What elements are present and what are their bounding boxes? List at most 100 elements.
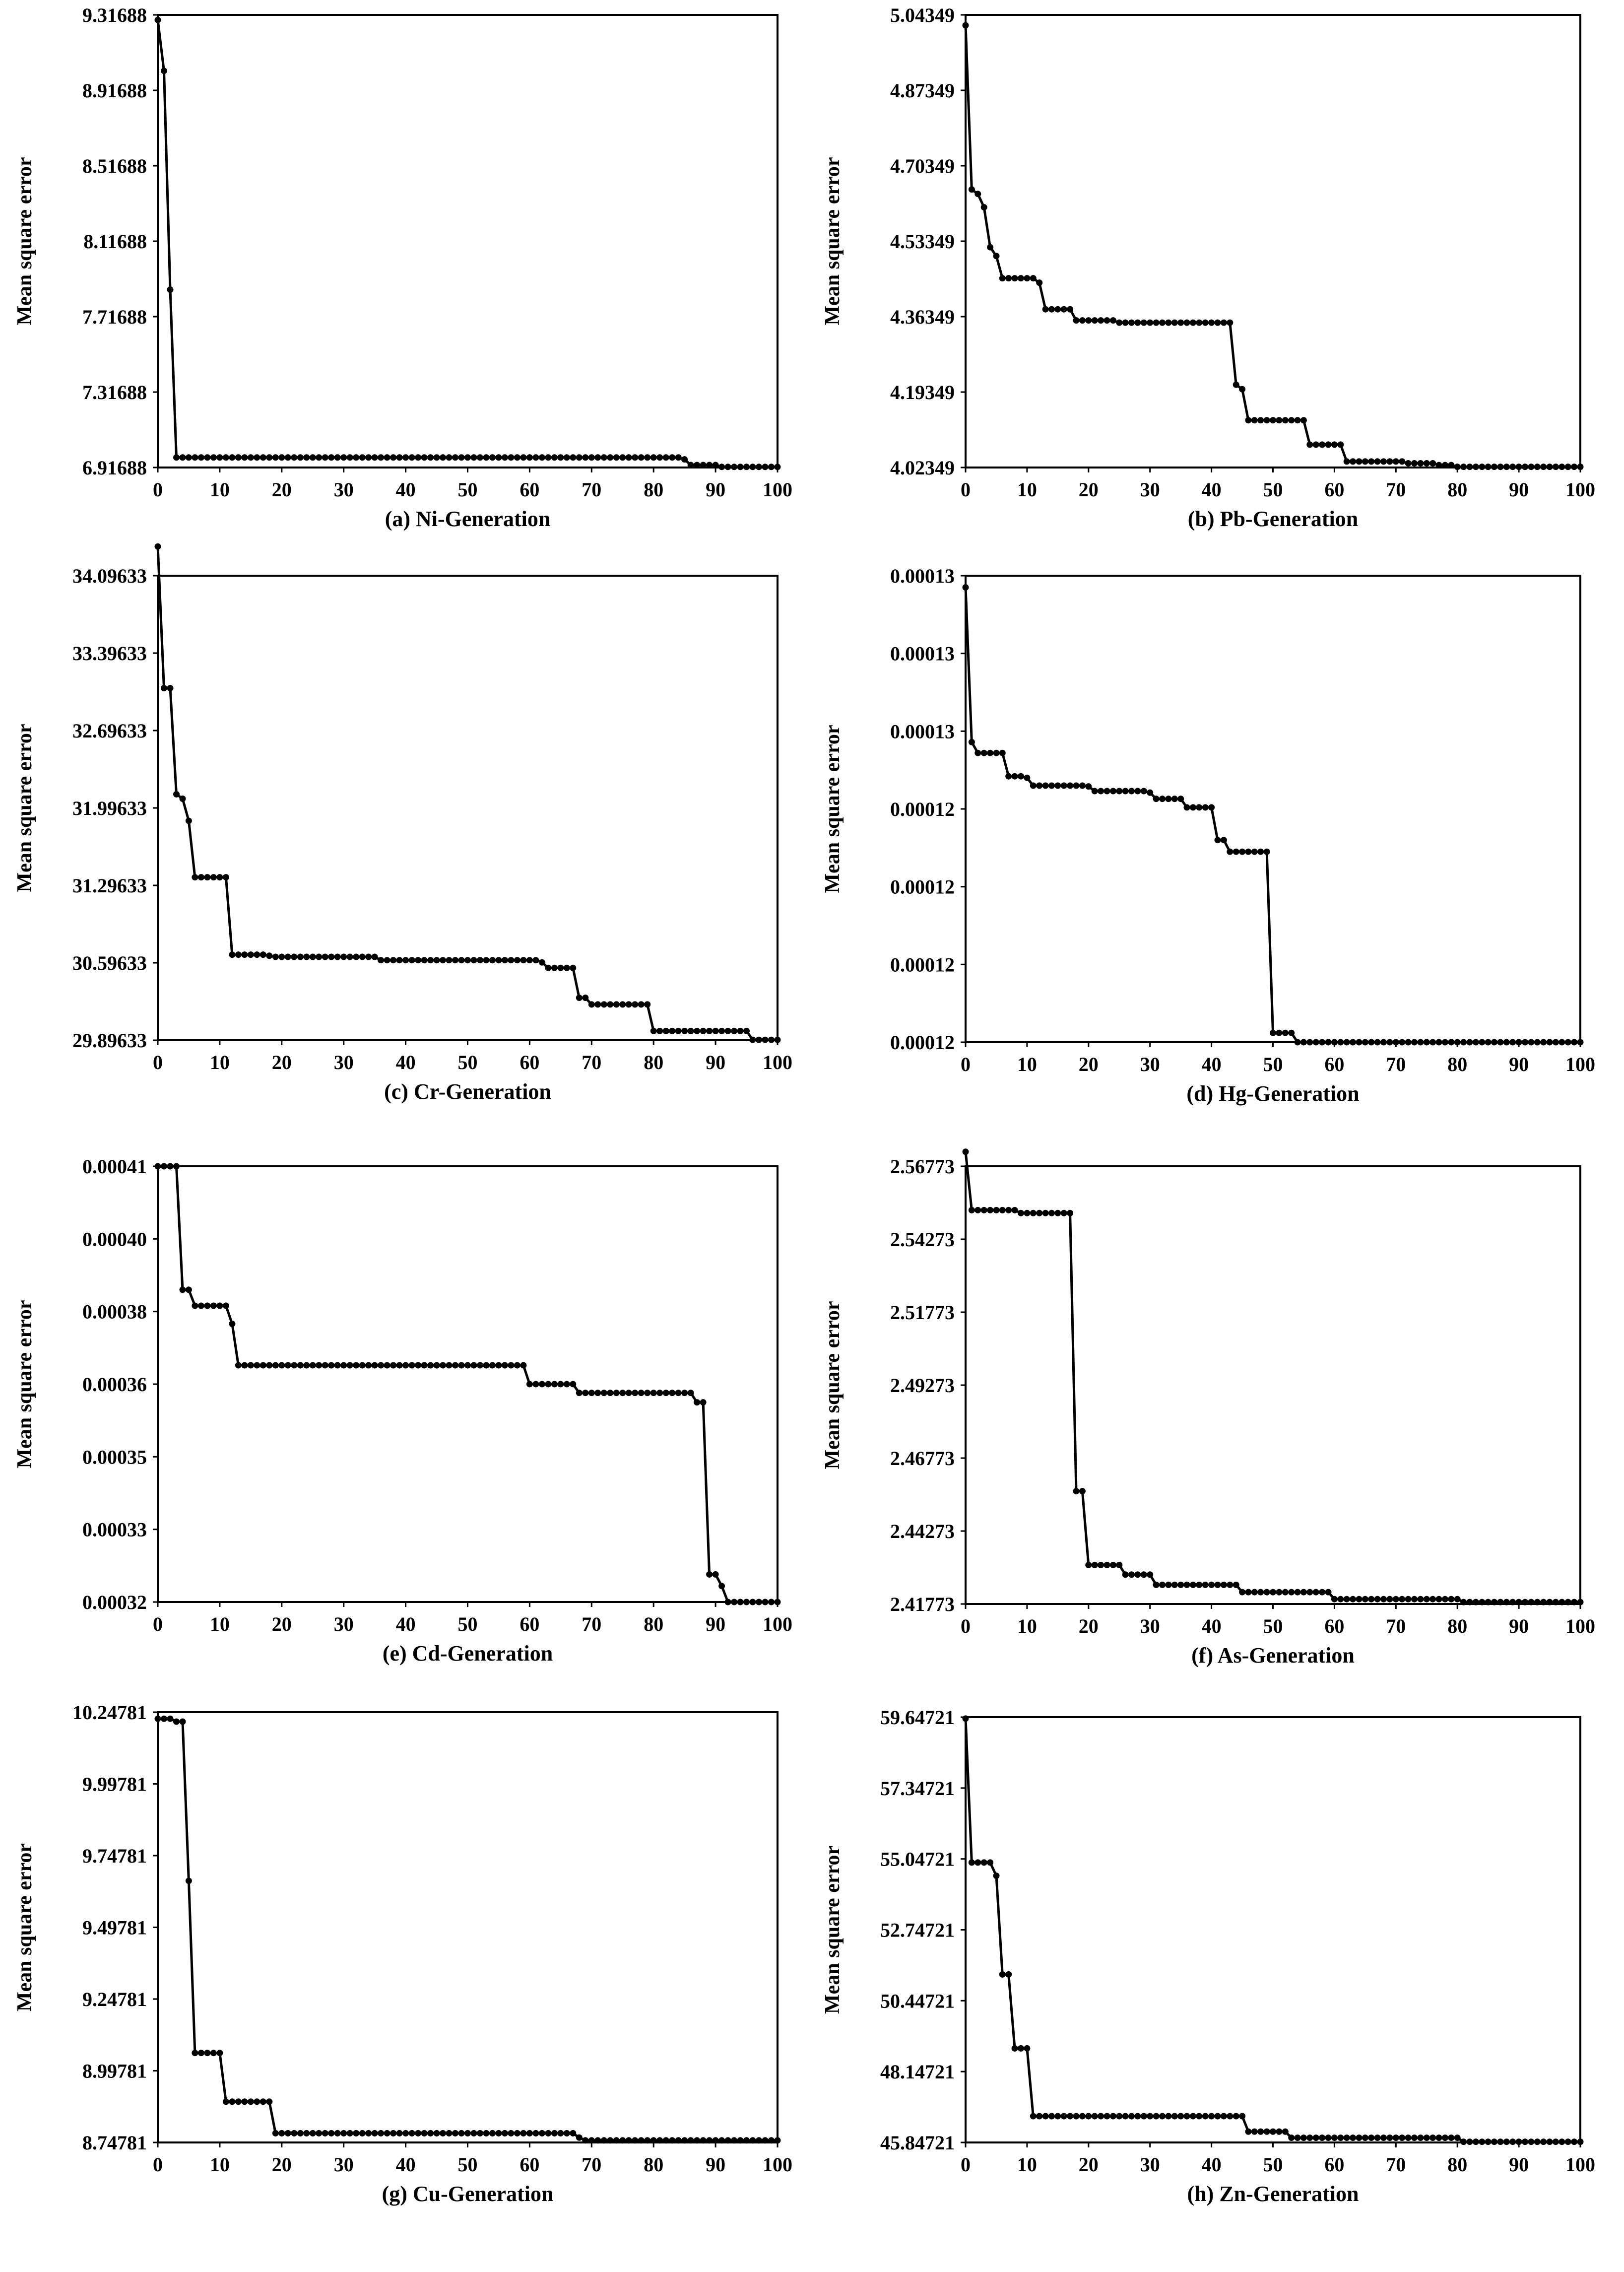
data-point [1515,1599,1522,1605]
data-point [999,275,1006,282]
data-point [197,1302,204,1309]
data-point [173,454,180,461]
data-point [378,1362,385,1369]
data-point [1540,2138,1547,2145]
x-tick-label: 100 [763,1613,792,1635]
data-point [1515,1039,1522,1046]
y-axis-label: Mean square error [821,725,844,893]
data-point [1350,2135,1357,2141]
x-tick-label: 20 [1079,478,1099,501]
data-point [508,957,515,964]
data-point [987,749,994,756]
data-point [421,1362,428,1369]
data-point [675,454,682,461]
data-point [613,1001,620,1008]
data-point [1294,417,1301,424]
data-point [1134,788,1141,795]
y-tick-label: 4.19349 [890,381,955,403]
data-point [594,1001,601,1008]
y-tick-label: 48.14721 [880,2061,955,2083]
y-tick-label: 0.00038 [82,1301,147,1323]
data-point [501,454,508,461]
data-point [737,1027,744,1034]
data-point [229,951,236,958]
data-point [1362,1039,1368,1046]
data-point [656,1390,663,1397]
data-point [576,1390,583,1397]
y-tick-label: 6.91688 [82,457,147,479]
data-point [284,454,291,461]
data-point [768,1036,775,1043]
data-point [570,1381,577,1388]
data-point [1435,462,1442,468]
data-point [1233,848,1239,855]
data-point [1165,796,1172,802]
data-point [1466,464,1473,470]
data-point [1564,2138,1571,2145]
data-point [743,464,750,470]
x-tick-label: 60 [520,1613,539,1635]
data-point [749,1036,756,1043]
data-point [1116,319,1123,326]
data-point [1054,2113,1061,2120]
data-point [594,1390,601,1397]
data-point [1460,2138,1467,2145]
data-point [1522,464,1528,470]
data-point [638,1001,645,1008]
data-point [179,1718,186,1725]
y-tick-label: 9.24781 [82,1988,147,2010]
data-point [1005,773,1012,780]
y-tick-label: 0.00036 [82,1373,147,1396]
data-point [1067,1209,1074,1216]
data-point [1362,2135,1368,2141]
data-point [1497,464,1504,470]
data-point [1331,441,1338,448]
data-point [390,1362,397,1369]
data-point [222,1302,229,1309]
data-point [1454,2135,1461,2141]
data-point [1392,1039,1399,1046]
panel-caption: (b) Pb-Generation [1188,507,1358,531]
data-point [1251,848,1258,855]
data-point [185,817,192,824]
y-tick-label: 9.99781 [82,1773,147,1796]
data-point [408,454,415,461]
data-point [1331,2135,1338,2141]
data-point [1423,460,1430,467]
data-point [1429,460,1436,467]
data-point [1042,1209,1049,1216]
x-tick-label: 50 [1263,478,1283,501]
data-point [1098,317,1104,324]
data-point [483,2130,490,2137]
data-point [1356,458,1363,465]
x-tick-label: 0 [961,2153,971,2176]
data-point [241,951,248,958]
data-point [334,2130,341,2137]
data-point [756,464,762,470]
data-point [570,2130,577,2137]
data-point [1429,2135,1436,2141]
data-point [1263,1589,1270,1596]
data-point [662,1390,669,1397]
data-point [353,953,360,960]
data-point [576,995,583,1001]
y-tick-label: 33.39633 [72,642,147,665]
data-point [638,454,645,461]
data-point [1208,804,1215,811]
data-point [762,1036,769,1043]
data-point [993,749,1000,756]
data-point [762,464,769,470]
data-point [526,1381,533,1388]
data-point [600,1001,607,1008]
panel-caption: (d) Hg-Generation [1186,1081,1359,1106]
data-point [179,795,186,802]
data-point [1300,1589,1307,1596]
data-point [1067,2113,1074,2120]
data-point [1503,2138,1510,2145]
x-tick-label: 10 [210,2153,230,2176]
data-point [396,454,403,461]
data-point [1405,2135,1412,2141]
data-point [1024,2045,1031,2052]
x-tick-label: 10 [210,1051,230,1073]
